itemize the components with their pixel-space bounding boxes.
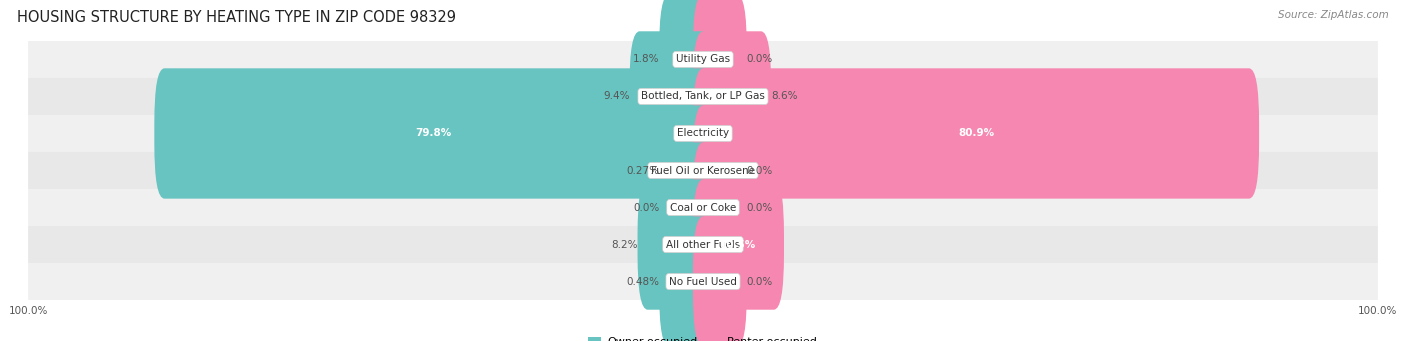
Text: 8.6%: 8.6% [770,91,797,102]
Text: 0.0%: 0.0% [633,203,659,212]
Text: 0.27%: 0.27% [626,165,659,176]
FancyBboxPatch shape [28,189,1378,226]
FancyBboxPatch shape [630,31,713,162]
Text: 0.0%: 0.0% [747,165,773,176]
Text: 0.48%: 0.48% [626,277,659,286]
Text: Bottled, Tank, or LP Gas: Bottled, Tank, or LP Gas [641,91,765,102]
Text: Fuel Oil or Kerosene: Fuel Oil or Kerosene [651,165,755,176]
FancyBboxPatch shape [693,68,1260,199]
Text: 0.0%: 0.0% [747,277,773,286]
Text: 1.8%: 1.8% [633,55,659,64]
FancyBboxPatch shape [659,0,713,124]
Text: No Fuel Used: No Fuel Used [669,277,737,286]
Text: HOUSING STRUCTURE BY HEATING TYPE IN ZIP CODE 98329: HOUSING STRUCTURE BY HEATING TYPE IN ZIP… [17,10,456,25]
Text: All other Fuels: All other Fuels [666,239,740,250]
Legend: Owner-occupied, Renter-occupied: Owner-occupied, Renter-occupied [583,332,823,341]
Text: 10.5%: 10.5% [720,239,756,250]
Text: Coal or Coke: Coal or Coke [669,203,737,212]
FancyBboxPatch shape [28,263,1378,300]
FancyBboxPatch shape [637,179,713,310]
Text: 80.9%: 80.9% [957,129,994,138]
FancyBboxPatch shape [659,217,713,341]
Text: Source: ZipAtlas.com: Source: ZipAtlas.com [1278,10,1389,20]
Text: 9.4%: 9.4% [603,91,630,102]
FancyBboxPatch shape [28,152,1378,189]
FancyBboxPatch shape [28,115,1378,152]
Text: Electricity: Electricity [676,129,730,138]
FancyBboxPatch shape [693,217,747,341]
Text: 8.2%: 8.2% [612,239,637,250]
FancyBboxPatch shape [693,142,747,273]
FancyBboxPatch shape [659,105,713,236]
FancyBboxPatch shape [28,78,1378,115]
FancyBboxPatch shape [693,0,747,124]
FancyBboxPatch shape [155,68,713,199]
FancyBboxPatch shape [659,142,713,273]
FancyBboxPatch shape [693,179,785,310]
Text: 0.0%: 0.0% [747,203,773,212]
FancyBboxPatch shape [693,105,747,236]
FancyBboxPatch shape [28,226,1378,263]
FancyBboxPatch shape [693,31,770,162]
FancyBboxPatch shape [28,41,1378,78]
Text: 0.0%: 0.0% [747,55,773,64]
Text: 79.8%: 79.8% [416,129,451,138]
Text: Utility Gas: Utility Gas [676,55,730,64]
